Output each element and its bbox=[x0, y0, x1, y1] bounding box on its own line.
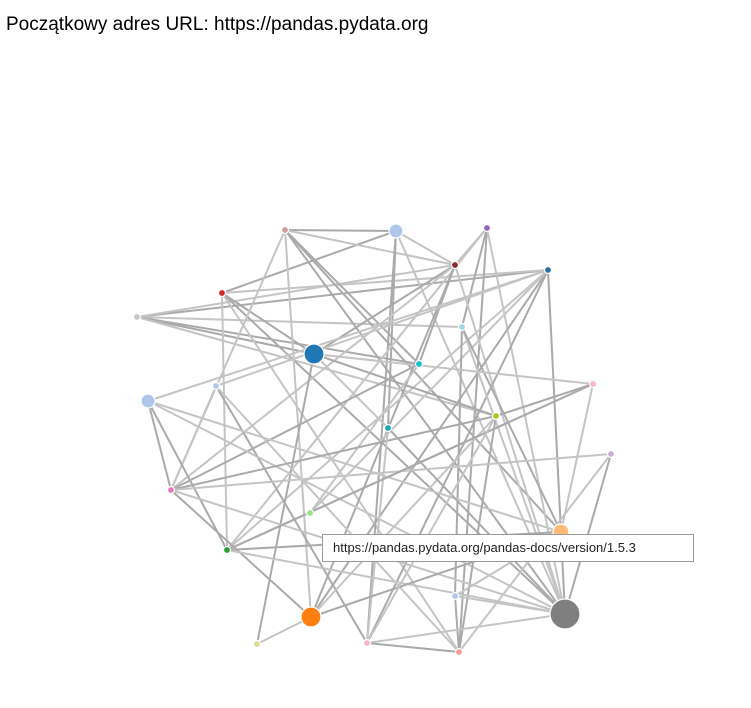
url-tooltip: https://pandas.pydata.org/pandas-docs/ve… bbox=[322, 534, 694, 562]
graph-node[interactable] bbox=[362, 638, 372, 648]
graph-node[interactable] bbox=[549, 598, 581, 630]
graph-edge bbox=[215, 385, 460, 653]
graph-edge bbox=[313, 353, 594, 385]
graph-edge bbox=[418, 264, 456, 365]
graph-edge bbox=[147, 400, 562, 533]
graph-edge bbox=[366, 642, 460, 653]
graph-edge bbox=[461, 326, 566, 615]
graph-edge bbox=[454, 595, 566, 615]
graph-edge bbox=[226, 383, 594, 551]
graph-node[interactable] bbox=[450, 260, 460, 270]
graph-edge bbox=[395, 230, 456, 266]
graph-edge bbox=[221, 292, 315, 355]
graph-edge bbox=[366, 415, 497, 644]
graph-edge bbox=[226, 227, 488, 551]
graph-node[interactable] bbox=[414, 359, 424, 369]
graph-edge bbox=[309, 269, 549, 514]
graph-edge bbox=[170, 264, 456, 491]
graph-node[interactable] bbox=[252, 639, 262, 649]
graph-node[interactable] bbox=[454, 647, 464, 657]
graph-node[interactable] bbox=[388, 223, 404, 239]
graph-edge bbox=[366, 230, 397, 644]
graph-edge bbox=[560, 383, 594, 533]
graph-node[interactable] bbox=[132, 312, 142, 322]
graph-node[interactable] bbox=[217, 288, 227, 298]
graph-node[interactable] bbox=[457, 322, 467, 332]
graph-edge bbox=[136, 316, 315, 355]
graph-edge bbox=[226, 269, 549, 551]
graph-edge bbox=[136, 316, 420, 365]
graph-edge bbox=[547, 269, 566, 615]
graph-nodes bbox=[132, 223, 616, 657]
graph-edge bbox=[309, 363, 420, 514]
graph-edge bbox=[215, 385, 368, 644]
graph-node[interactable] bbox=[305, 508, 315, 518]
graph-node[interactable] bbox=[482, 223, 492, 233]
graph-edge bbox=[366, 613, 566, 644]
graph-node[interactable] bbox=[222, 545, 232, 555]
graph-edge bbox=[284, 229, 562, 533]
graph-edge bbox=[215, 269, 549, 387]
graph-edge bbox=[170, 385, 217, 491]
graph-node[interactable] bbox=[450, 591, 460, 601]
graph-edge bbox=[147, 400, 172, 491]
graph-edge bbox=[387, 427, 566, 615]
graph-node[interactable] bbox=[211, 381, 221, 391]
graph-edge bbox=[147, 400, 566, 615]
graph-edge bbox=[284, 229, 312, 618]
graph-edge bbox=[284, 229, 397, 232]
graph-edge bbox=[147, 269, 549, 402]
graph-edge bbox=[313, 353, 389, 429]
graph-node[interactable] bbox=[280, 225, 290, 235]
graph-edge bbox=[147, 400, 228, 551]
graph-edge bbox=[284, 229, 456, 266]
graph-edge bbox=[256, 353, 315, 645]
page-header: Początkowy adres URL: https://pandas.pyd… bbox=[6, 14, 428, 36]
graph-edge bbox=[170, 363, 420, 491]
graph-edge bbox=[284, 229, 420, 365]
graph-edge bbox=[495, 383, 594, 417]
graph-node[interactable] bbox=[166, 485, 176, 495]
start-url-label: Początkowy adres URL: bbox=[6, 14, 209, 35]
graph-node[interactable] bbox=[140, 393, 156, 409]
graph-edge bbox=[170, 453, 612, 491]
graph-edge bbox=[136, 316, 497, 417]
graph-edge bbox=[310, 415, 497, 618]
graph-edge bbox=[226, 549, 566, 615]
graph-edge bbox=[136, 264, 456, 318]
graph-edge bbox=[170, 415, 497, 491]
graph-node[interactable] bbox=[588, 379, 598, 389]
graph-node[interactable] bbox=[543, 265, 553, 275]
graph-edge bbox=[221, 269, 549, 294]
graph-edge bbox=[313, 353, 497, 417]
graph-edges bbox=[136, 227, 612, 653]
graph-node[interactable] bbox=[383, 423, 393, 433]
graph-node[interactable] bbox=[491, 411, 501, 421]
graph-node[interactable] bbox=[300, 606, 322, 628]
start-url-value: https://pandas.pydata.org bbox=[214, 14, 429, 35]
graph-edge bbox=[454, 595, 460, 653]
graph-edge bbox=[461, 326, 562, 533]
graph-node[interactable] bbox=[303, 343, 325, 365]
graph-edge bbox=[461, 227, 488, 328]
graph-node[interactable] bbox=[606, 449, 616, 459]
